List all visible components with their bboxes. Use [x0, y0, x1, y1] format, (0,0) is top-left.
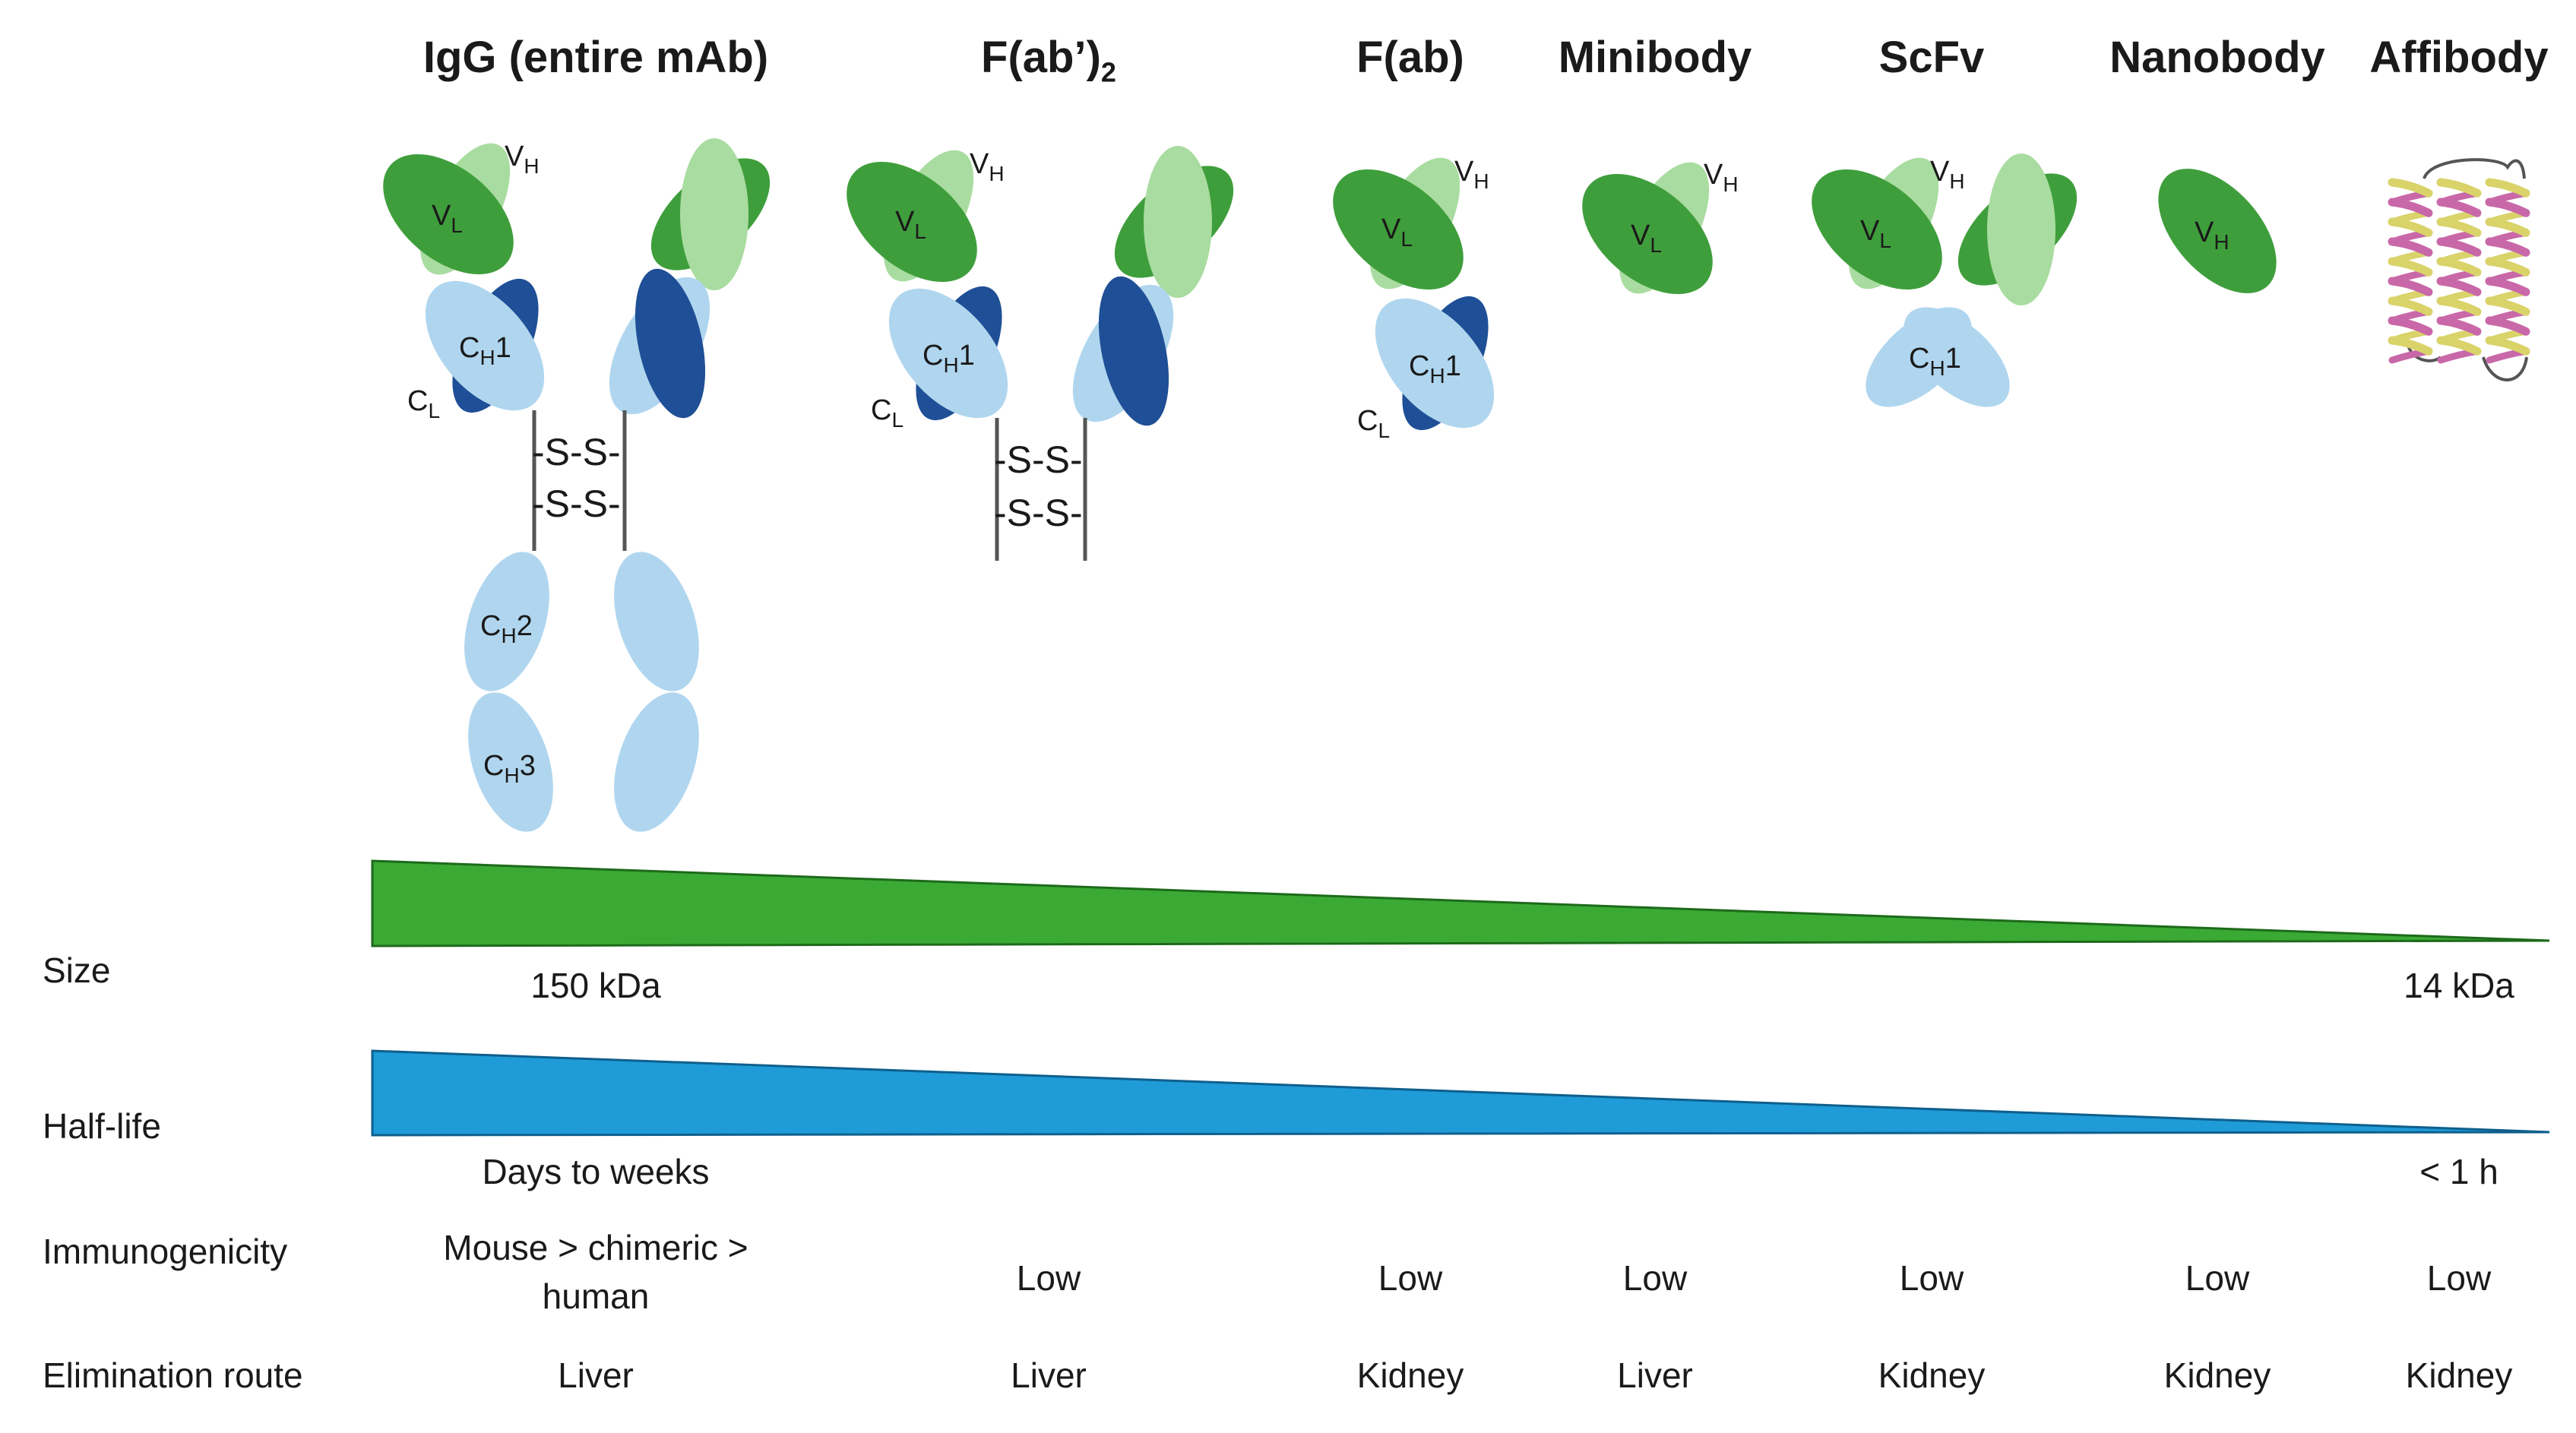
header-scfv: ScFv: [1878, 33, 1985, 82]
disulfide-bond-2: -S-S-: [532, 482, 621, 525]
half-life-wedge: [371, 1049, 2550, 1137]
ch1-label: CH1: [1909, 343, 1961, 380]
row-label-half-life: Half-life: [43, 1106, 161, 1146]
vl-label: VL: [895, 206, 926, 243]
disulfide-bond-1: -S-S-: [532, 431, 621, 473]
fab2-structure: VL VH CH1 CL -S-S- -S-S-: [847, 146, 1234, 561]
vh-label: VH: [1930, 156, 1965, 193]
size-min-label: 14 kDa: [2404, 966, 2514, 1005]
immunogenicity-minibody: Low: [1622, 1258, 1688, 1298]
elimination-fab: Kidney: [1356, 1355, 1464, 1395]
igg-fc-region: CH2 CH3: [464, 552, 699, 832]
half-life-max-label: Days to weeks: [482, 1152, 710, 1191]
fab2-hinge: -S-S- -S-S-: [994, 418, 1087, 561]
vh-label: VH: [1704, 159, 1739, 196]
minibody-structure: VL VH: [1582, 159, 1739, 295]
igg-right-fab-arm: [609, 138, 771, 419]
fab2-left-arm: VL VH CH1 CL: [847, 148, 1008, 432]
elimination-scfv: Kidney: [1878, 1355, 1986, 1395]
elimination-nanobody: Kidney: [2163, 1355, 2271, 1395]
vl-label: VL: [432, 200, 463, 237]
vh-label: VH: [2195, 217, 2229, 254]
ch1-label: CH1: [459, 332, 511, 369]
scfv-structure: VL VH CH1: [1812, 153, 2078, 407]
vl-label: VL: [1381, 214, 1413, 251]
helix-1: [2388, 178, 2433, 364]
elimination-minibody: Liver: [1617, 1355, 1693, 1395]
fab-structure: VL VH CH1 CL: [1333, 156, 1495, 442]
header-minibody: Minibody: [1558, 33, 1752, 82]
cl-label: CL: [407, 385, 440, 422]
igg-hinge: -S-S- -S-S-: [532, 410, 627, 551]
size-wedge: [371, 859, 2550, 947]
affibody-structure: [2388, 158, 2530, 381]
immunogenicity-affibody: Low: [2426, 1258, 2492, 1298]
header-igg: IgG (entire mAb): [422, 33, 769, 82]
disulfide-bond-1: -S-S-: [994, 438, 1083, 481]
row-label-elimination-route: Elimination route: [43, 1355, 303, 1395]
elimination-fab2: Liver: [1011, 1355, 1087, 1395]
vh-label: VH: [970, 148, 1005, 185]
header-fab: F(ab): [1356, 33, 1464, 82]
row-label-size: Size: [43, 951, 111, 990]
half-life-min-label: < 1 h: [2419, 1152, 2498, 1191]
vh-label: VH: [505, 141, 540, 178]
cl-label: CL: [1357, 405, 1390, 442]
helix-2: [2436, 178, 2482, 364]
ch2-label: CH2: [480, 610, 533, 647]
size-max-label: 150 kDa: [530, 966, 661, 1005]
immunogenicity-fab: Low: [1378, 1258, 1443, 1298]
elimination-igg: Liver: [558, 1355, 634, 1395]
immunogenicity-scfv: Low: [1899, 1258, 1964, 1298]
vh-label: VH: [1454, 156, 1489, 193]
header-affibody: Affibody: [2369, 33, 2549, 82]
ch3-label: CH3: [483, 750, 536, 787]
disulfide-bond-2: -S-S-: [994, 492, 1083, 534]
helix-3: [2485, 178, 2530, 364]
header-fab2: F(ab’)2: [981, 33, 1116, 88]
immunogenicity-igg: Mouse > chimeric > human: [443, 1228, 748, 1316]
igg-structure: VL VH CH1 CL -S-S- -S-S-: [383, 138, 771, 832]
nanobody-structure: VH: [2158, 169, 2277, 293]
header-nanobody: Nanobody: [2109, 33, 2325, 82]
vl-label: VL: [1860, 215, 1891, 252]
immunogenicity-nanobody: Low: [2185, 1258, 2250, 1298]
elimination-affibody: Kidney: [2405, 1355, 2513, 1395]
ch1-label: CH1: [1409, 350, 1461, 388]
ch1-label: CH1: [922, 340, 975, 377]
cl-label: CL: [871, 394, 903, 432]
igg-left-fab-arm: VL VH CH1 CL: [383, 141, 545, 422]
fab2-right-arm: [1072, 146, 1234, 426]
vl-label: VL: [1631, 220, 1662, 257]
row-label-immunogenicity: Immunogenicity: [43, 1232, 288, 1271]
immunogenicity-fab2: Low: [1016, 1258, 1081, 1298]
